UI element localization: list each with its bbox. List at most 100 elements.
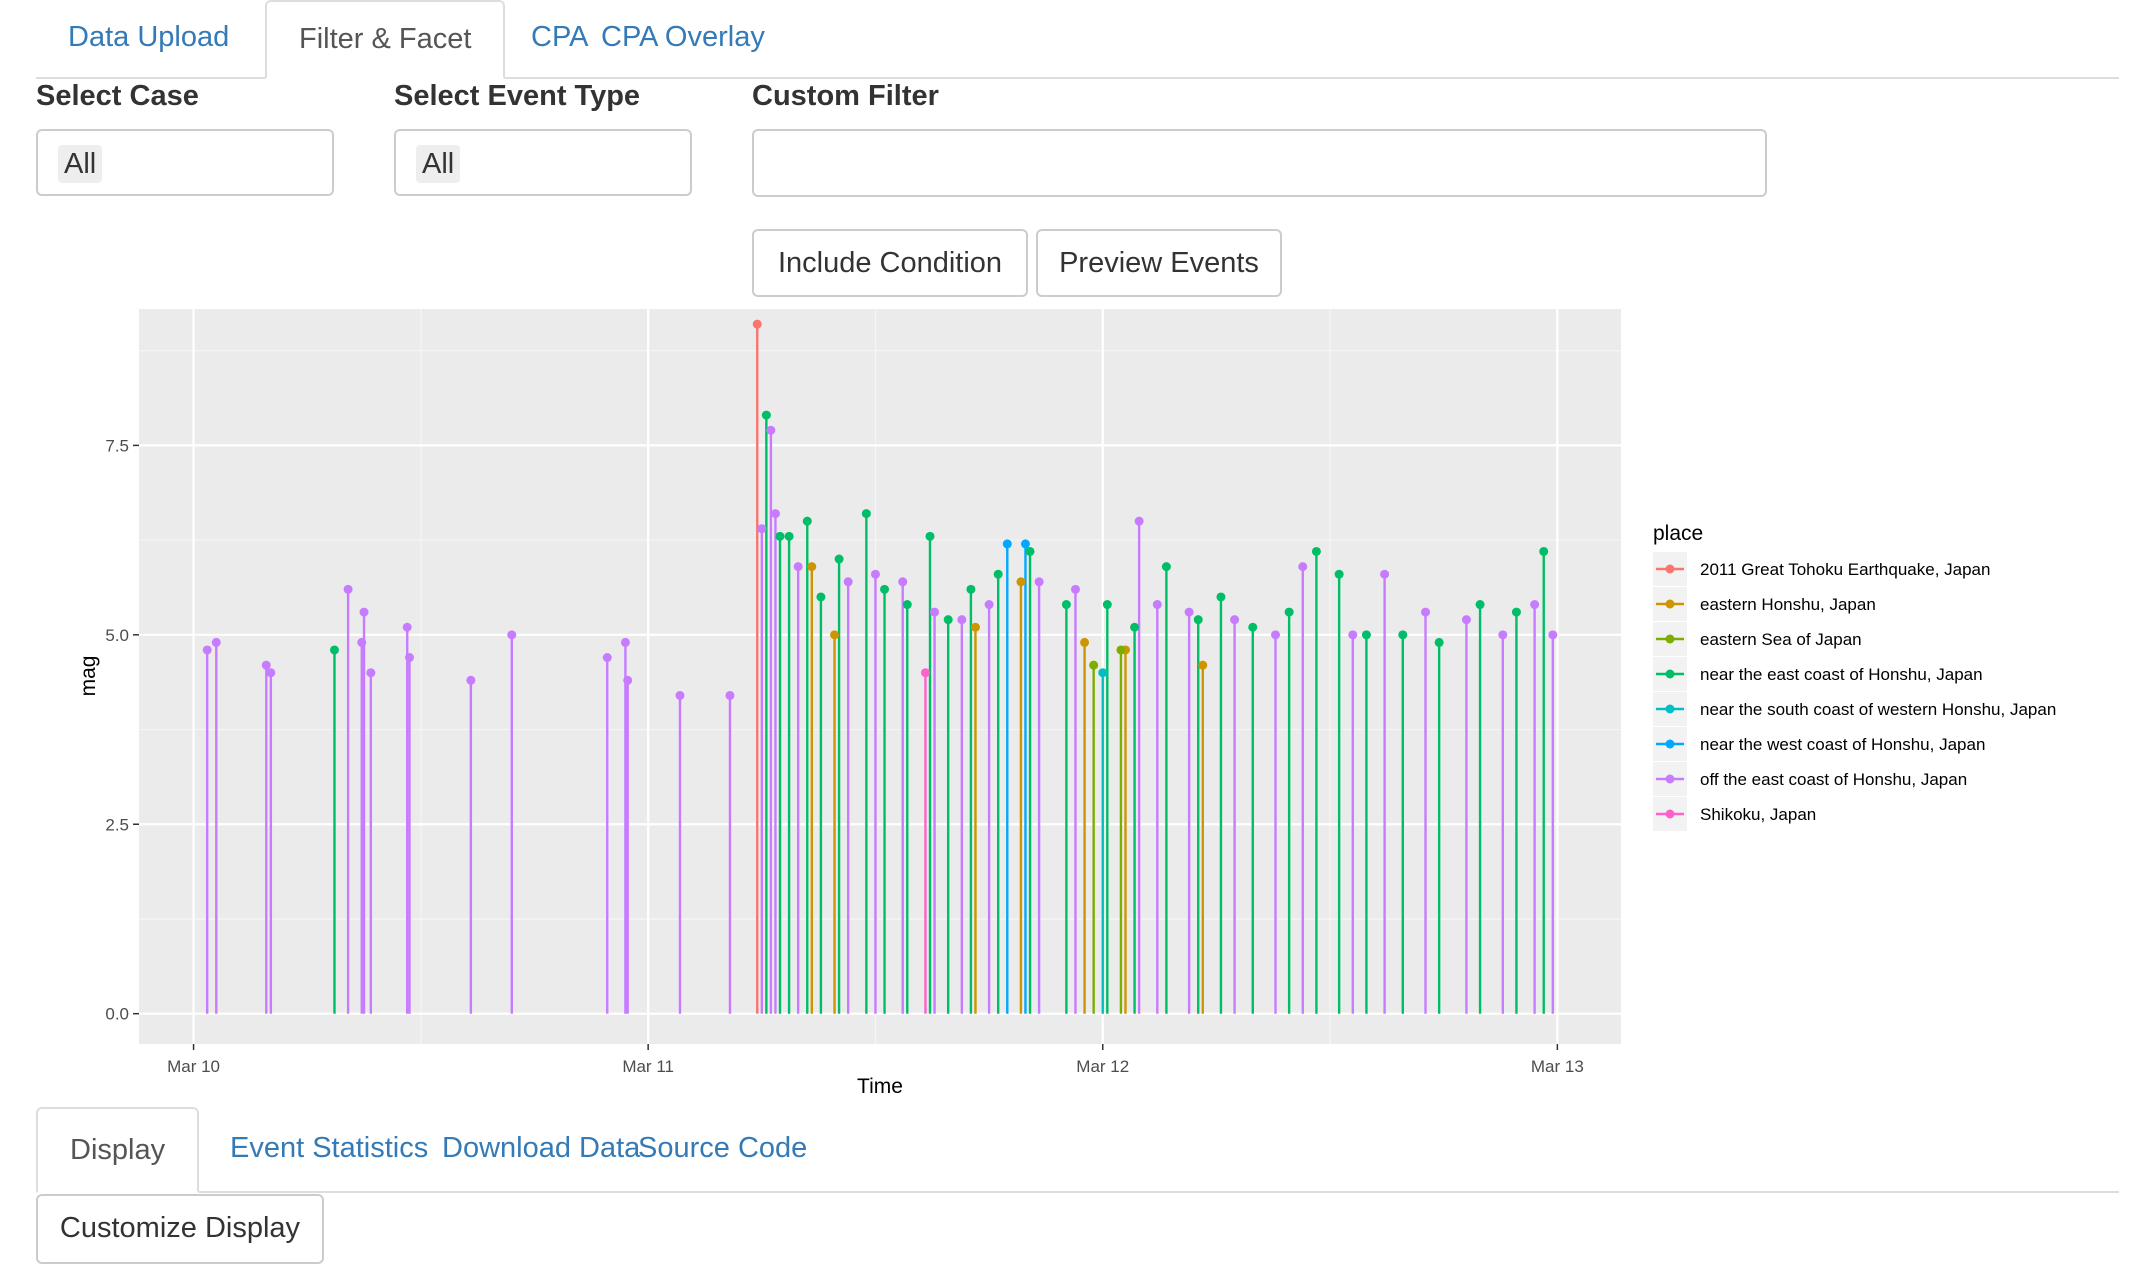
event-magnitude-plot: 0.0 2.5 5.0 7.5 Mar 10 Mar 11 Mar 12 Mar 13 Ti…	[77, 309, 2056, 1098]
select-case-value: All	[58, 145, 103, 183]
legend-label: eastern Sea of Japan	[1700, 630, 1862, 649]
tab-data-upload[interactable]: Data Upload	[68, 21, 230, 53]
y-tick-label: 0.0	[105, 1005, 129, 1024]
event-point	[1193, 615, 1203, 625]
legend-label: near the west coast of Honshu, Japan	[1700, 735, 1985, 754]
legend-label: near the east coast of Honshu, Japan	[1700, 665, 1983, 684]
event-point	[620, 637, 630, 647]
event-point	[1511, 607, 1521, 617]
legend: 2011 Great Tohoku Earthquake, Japan easte…	[1653, 552, 2056, 831]
tab-event-statistics[interactable]: Event Statistics	[230, 1132, 429, 1164]
event-point	[1230, 615, 1240, 625]
y-tick-label: 2.5	[105, 815, 129, 834]
event-point	[816, 592, 826, 602]
event-point	[1098, 668, 1108, 678]
select-event-type-value: All	[416, 145, 461, 183]
event-point	[902, 600, 912, 610]
event-point	[761, 410, 771, 420]
event-point	[784, 531, 794, 541]
event-point	[1434, 637, 1444, 647]
event-point	[766, 425, 776, 435]
custom-filter-input[interactable]	[752, 129, 1767, 197]
tab-source-code[interactable]: Source Code	[638, 1132, 808, 1164]
tab-download-data[interactable]: Download Data	[442, 1132, 641, 1164]
legend-label: eastern Honshu, Japan	[1700, 595, 1876, 614]
event-point	[266, 668, 276, 678]
event-point	[507, 630, 517, 640]
include-condition-button[interactable]: Include Condition	[752, 229, 1028, 297]
x-tick-label: Mar 12	[1076, 1057, 1129, 1076]
plot-stems	[205, 324, 1555, 1014]
event-point	[261, 660, 271, 670]
event-point	[1380, 569, 1390, 579]
event-point	[1034, 577, 1044, 587]
tab-cpa[interactable]: CPA	[531, 21, 589, 53]
event-point	[404, 653, 414, 663]
event-point	[725, 690, 735, 700]
preview-events-button[interactable]: Preview Events	[1036, 229, 1282, 297]
event-point	[830, 630, 840, 640]
event-point	[807, 562, 817, 572]
event-point	[1080, 637, 1090, 647]
event-point	[1134, 516, 1144, 526]
select-event-type-label: Select Event Type	[394, 80, 641, 112]
event-point	[993, 569, 1003, 579]
event-point	[366, 668, 376, 678]
event-point	[870, 569, 880, 579]
select-case-label: Select Case	[36, 80, 199, 112]
legend-label: 2011 Great Tohoku Earthquake, Japan	[1700, 560, 1990, 579]
plot-points	[202, 319, 1558, 700]
legend-key-point	[1665, 739, 1675, 749]
event-point	[1348, 630, 1358, 640]
custom-filter-label: Custom Filter	[752, 80, 939, 112]
event-point	[359, 607, 369, 617]
event-point	[343, 584, 353, 594]
event-point	[1334, 569, 1344, 579]
tab-display[interactable]: Display	[36, 1107, 200, 1193]
y-tick-label: 7.5	[105, 436, 129, 455]
x-axis: Mar 10 Mar 11 Mar 12 Mar 13	[167, 1044, 1584, 1076]
event-point	[1061, 600, 1071, 610]
legend-key-point	[1665, 599, 1675, 609]
select-case-input[interactable]: All	[36, 129, 334, 196]
x-tick-label: Mar 10	[167, 1057, 220, 1076]
event-point	[834, 554, 844, 564]
tab-filter-facet[interactable]: Filter & Facet	[265, 0, 506, 79]
y-tick-label: 5.0	[105, 626, 129, 645]
event-point	[1020, 539, 1030, 549]
event-point	[1498, 630, 1508, 640]
event-point	[357, 637, 367, 647]
event-point	[1461, 615, 1471, 625]
event-point	[802, 516, 812, 526]
legend-key-point	[1665, 669, 1675, 679]
event-point	[984, 600, 994, 610]
tab-cpa-overlay[interactable]: CPA Overlay	[601, 21, 765, 53]
event-point	[1398, 630, 1408, 640]
event-point	[329, 645, 339, 655]
event-point	[602, 653, 612, 663]
event-point	[925, 531, 935, 541]
x-axis-title: Time	[857, 1075, 903, 1098]
event-point	[770, 509, 780, 519]
event-point	[1184, 607, 1194, 617]
legend-label: near the south coast of western Honshu, …	[1700, 700, 2056, 719]
legend-key-point	[1665, 704, 1675, 714]
event-point	[793, 562, 803, 572]
customize-display-button[interactable]: Customize Display	[36, 1194, 324, 1264]
event-point	[1130, 622, 1140, 632]
event-point	[1271, 630, 1281, 640]
event-point	[1548, 630, 1558, 640]
event-point	[1284, 607, 1294, 617]
event-point	[1311, 546, 1321, 556]
legend-key-point	[1665, 774, 1675, 784]
event-point	[880, 584, 890, 594]
select-event-type-input[interactable]: All	[394, 129, 692, 196]
event-point	[466, 675, 476, 685]
legend-label: Shikoku, Japan	[1700, 805, 1816, 824]
event-point	[623, 675, 633, 685]
event-point	[1298, 562, 1308, 572]
event-point	[957, 615, 967, 625]
y-axis: 0.0 2.5 5.0 7.5	[105, 436, 139, 1024]
event-point	[1102, 600, 1112, 610]
event-point	[757, 524, 767, 534]
